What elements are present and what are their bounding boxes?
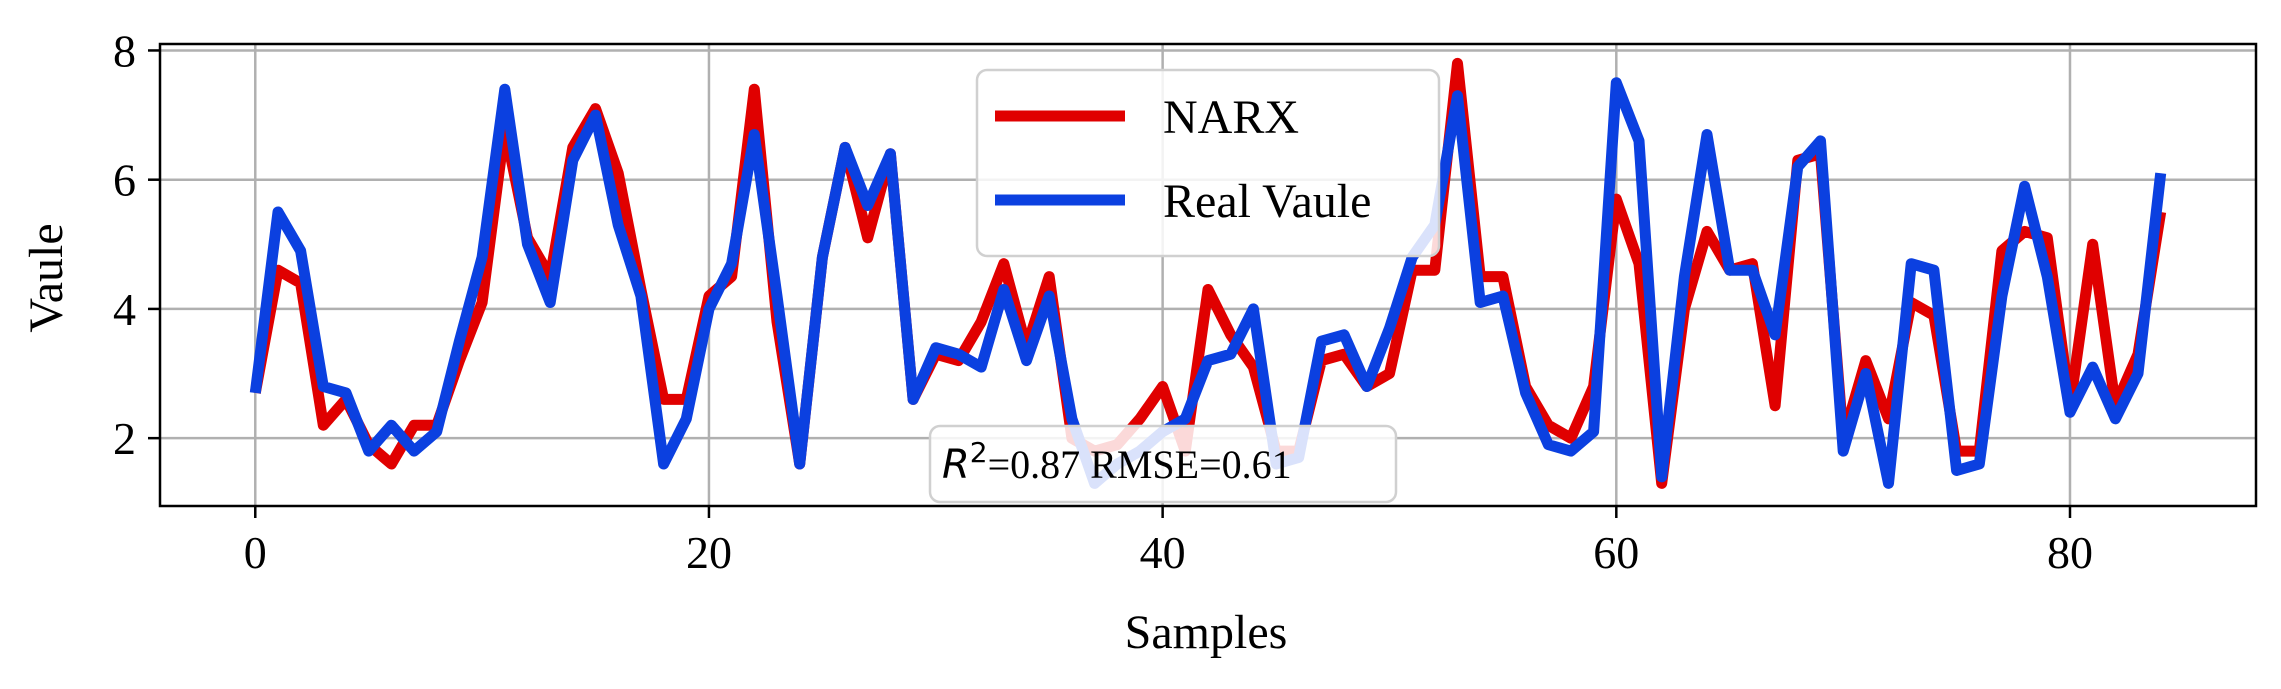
y-tick-label: 4	[113, 284, 136, 335]
r2-symbol: R	[942, 442, 970, 488]
series-line-real-value	[249, 77, 2167, 489]
legend: NARX Real Vaule	[975, 68, 1441, 258]
x-tick-label: 60	[1593, 527, 1639, 578]
y-tick-label: 2	[113, 413, 136, 464]
axis-ticks	[148, 49, 2072, 518]
x-tick-label: 80	[2047, 527, 2093, 578]
legend-label-real-value: Real Vaule	[1163, 175, 1371, 228]
r2-exponent: 2	[970, 436, 988, 469]
y-tick-label: 6	[113, 155, 136, 206]
x-tick-label: 0	[244, 527, 267, 578]
x-axis-title: Samples	[1125, 606, 1288, 659]
series-lines	[249, 57, 2167, 489]
tick-labels: 0 20 40 60 80 2 4 6 8	[113, 25, 2093, 578]
metrics-text: R2=0.87 RMSE=0.61	[942, 436, 1292, 488]
metrics-values: =0.87 RMSE=0.61	[988, 442, 1292, 487]
y-axis-title: Vaule	[20, 223, 73, 332]
annotation-box	[928, 424, 1398, 504]
x-tick-label: 40	[1140, 527, 1186, 578]
plot-frame	[158, 42, 2258, 508]
x-tick-label: 20	[686, 527, 732, 578]
legend-label-narx: NARX	[1163, 91, 1299, 144]
y-tick-label: 8	[113, 25, 136, 76]
metrics-annotation: R2=0.87 RMSE=0.61	[928, 424, 1398, 504]
